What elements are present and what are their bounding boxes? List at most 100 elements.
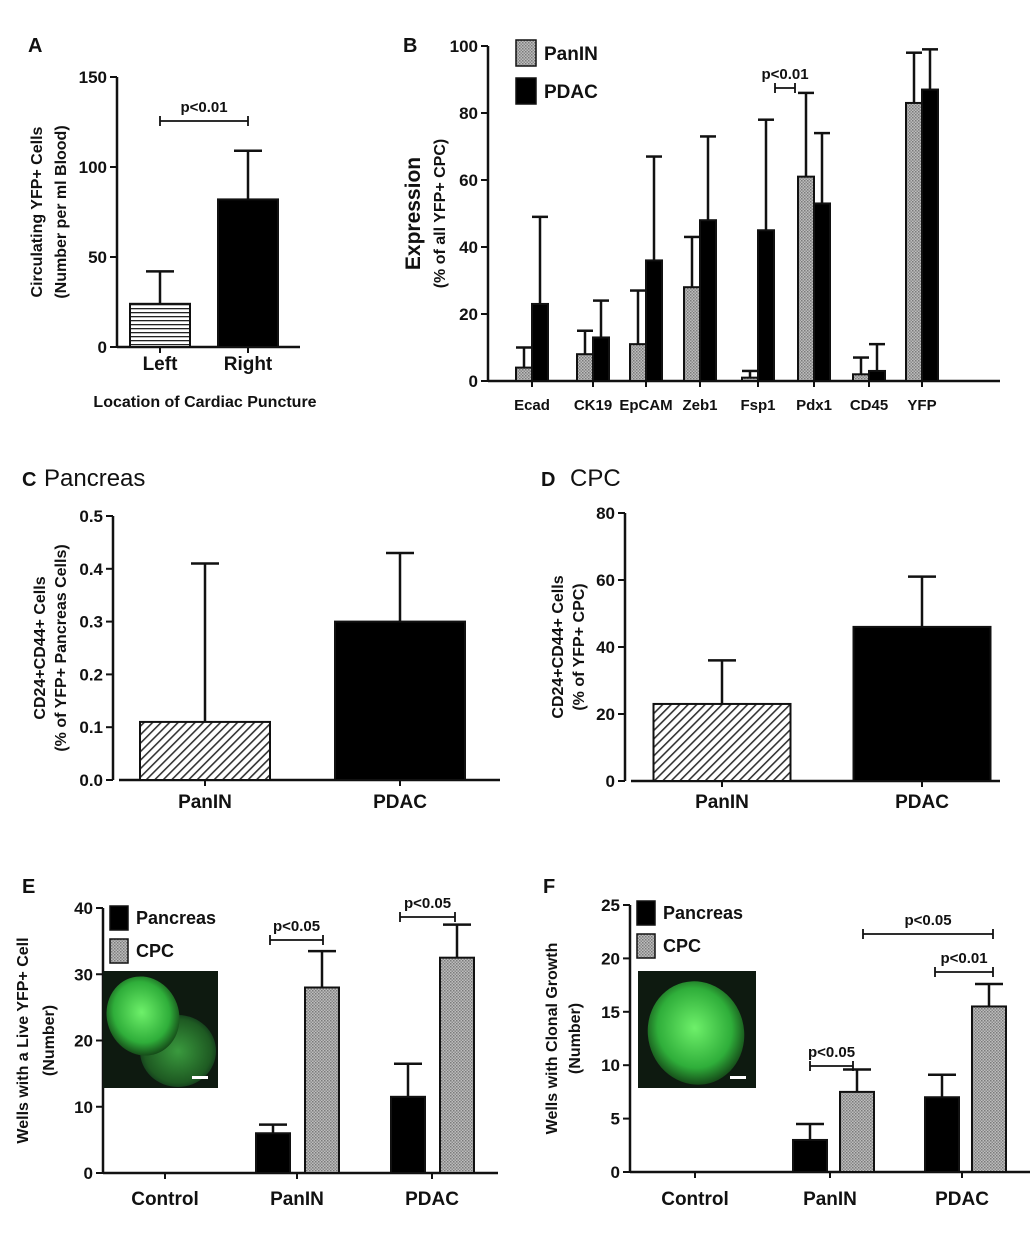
significance-label: p<0.05 <box>273 918 320 935</box>
legend-label: PDAC <box>544 82 598 103</box>
x-tick-label: Left <box>143 354 179 375</box>
y-tick-label: 40 <box>459 238 478 257</box>
bar-cpc-panin <box>304 986 340 1174</box>
inset-micrograph <box>103 971 218 1088</box>
y-tick-label: 0 <box>611 1163 620 1182</box>
x-tick-label: Ecad <box>514 397 550 414</box>
bar-panin-yfp <box>905 101 923 382</box>
legend-swatch-pdac <box>515 77 537 105</box>
x-tick-label: Zeb1 <box>682 397 717 414</box>
y-axis-label: CD24+CD44+ Cells <box>32 576 49 719</box>
bar-cpc-pdac <box>439 956 475 1174</box>
x-tick-label: PDAC <box>895 792 949 813</box>
bar-panin-ecad <box>515 366 533 383</box>
significance-label: p<0.05 <box>904 912 951 929</box>
y-tick-label: 30 <box>74 965 93 984</box>
legend-label: PanIN <box>544 44 598 65</box>
bar-pdac-yfp <box>921 88 939 383</box>
panel-letter: A <box>28 35 42 57</box>
x-tick-label: Control <box>131 1189 199 1210</box>
panel-b: B 0 20 40 60 80 100 Expression (% of all YFP+ CP… <box>402 35 1000 414</box>
legend-label: CPC <box>136 941 174 961</box>
y-tick-label: 0 <box>469 372 478 391</box>
panel-c: C Pancreas 0.0 0.1 0.2 0.3 0.4 0.5 CD24+CD44+ Ce… <box>22 465 500 813</box>
x-tick-label: PanIN <box>270 1189 324 1210</box>
panel-letter: D <box>541 469 555 491</box>
x-axis-label: Location of Cardiac Puncture <box>93 394 316 411</box>
x-tick-label: Control <box>661 1189 729 1210</box>
y-tick-label: 0.1 <box>79 718 103 737</box>
x-tick-label: PanIN <box>803 1189 857 1210</box>
bar-panin-pdx1 <box>797 175 815 382</box>
y-tick-label: 80 <box>459 104 478 123</box>
bar-panin-ck19 <box>576 353 594 383</box>
inset-micrograph <box>638 971 756 1088</box>
x-tick-label: PanIN <box>178 792 232 813</box>
bar-panin-cd45 <box>852 373 870 382</box>
x-tick-label: YFP <box>907 397 936 414</box>
bar-panin <box>139 720 271 781</box>
legend-label: Pancreas <box>136 908 216 928</box>
y-axis-label: Expression <box>402 157 425 270</box>
x-tick-label: PDAC <box>935 1189 989 1210</box>
x-tick-label: PanIN <box>695 792 749 813</box>
panel-title: CPC <box>570 465 621 492</box>
y-axis-label: (Number) <box>41 1005 58 1076</box>
cell-bright <box>106 976 180 1056</box>
significance-label: p<0.01 <box>761 66 808 83</box>
y-tick-label: 0.3 <box>79 613 103 632</box>
bar-pancreas-pdac <box>924 1096 960 1173</box>
x-tick-label: PDAC <box>405 1189 459 1210</box>
x-tick-label: Right <box>224 354 273 375</box>
bar-pdac-cd45 <box>868 369 886 383</box>
y-axis-label: (% of YFP+ CPC) <box>571 583 588 710</box>
y-tick-label: 100 <box>450 37 478 56</box>
bar-pdac-ck19 <box>592 336 610 383</box>
y-tick-label: 60 <box>459 171 478 190</box>
y-tick-label: 80 <box>596 504 615 523</box>
panel-d: D CPC 0 20 40 60 80 CD24+CD44+ Cells (% of YFP+ … <box>541 465 1000 813</box>
y-axis-label: (Number per ml Blood) <box>53 125 70 298</box>
scale-bar <box>730 1076 746 1079</box>
panel-e: E 0 10 20 30 40 Wells with a Live YFP+ Cell (Nu… <box>15 876 498 1210</box>
y-tick-label: 25 <box>601 896 620 915</box>
bar-panin-fsp1 <box>741 376 759 382</box>
x-tick-label: Pdx1 <box>796 397 832 414</box>
legend-swatch-pancreas <box>109 905 129 931</box>
y-tick-label: 20 <box>459 305 478 324</box>
y-tick-label: 15 <box>601 1003 620 1022</box>
y-tick-label: 10 <box>601 1056 620 1075</box>
y-tick-label: 0.4 <box>79 560 103 579</box>
y-tick-label: 40 <box>596 638 615 657</box>
y-tick-label: 100 <box>79 158 107 177</box>
y-axis-label: (Number) <box>567 1003 584 1074</box>
legend-swatch-panin <box>515 39 537 67</box>
bar-cpc-panin <box>839 1090 875 1174</box>
bar-panin <box>652 702 792 783</box>
y-tick-label: 0.0 <box>79 771 103 790</box>
legend-label: CPC <box>663 936 701 956</box>
panel-letter: C <box>22 469 36 491</box>
y-tick-label: 5 <box>611 1110 620 1129</box>
scale-bar <box>192 1076 208 1079</box>
legend-swatch-pancreas <box>636 900 656 926</box>
significance-label: p<0.01 <box>180 99 227 116</box>
bar-pdac <box>852 625 992 783</box>
x-tick-label: EpCAM <box>619 397 672 414</box>
x-tick-label: CD45 <box>850 397 888 414</box>
bar-pdac-fsp1 <box>757 229 775 382</box>
y-tick-label: 0 <box>606 772 615 791</box>
significance-label: p<0.01 <box>940 950 987 967</box>
cell-colony <box>647 981 745 1085</box>
x-tick-label: CK19 <box>574 397 612 414</box>
bar-pdac <box>334 620 466 781</box>
bar-pdac-zeb1 <box>699 219 717 382</box>
bar-pdac-pdx1 <box>813 202 831 382</box>
y-tick-label: 20 <box>596 705 615 724</box>
y-axis-label: Circulating YFP+ Cells <box>29 126 46 297</box>
y-tick-label: 0 <box>84 1164 93 1183</box>
panel-a: A 0 50 100 150 Circulating YFP+ Cells (Number … <box>28 35 317 411</box>
bar-cpc-pdac <box>971 1005 1007 1174</box>
